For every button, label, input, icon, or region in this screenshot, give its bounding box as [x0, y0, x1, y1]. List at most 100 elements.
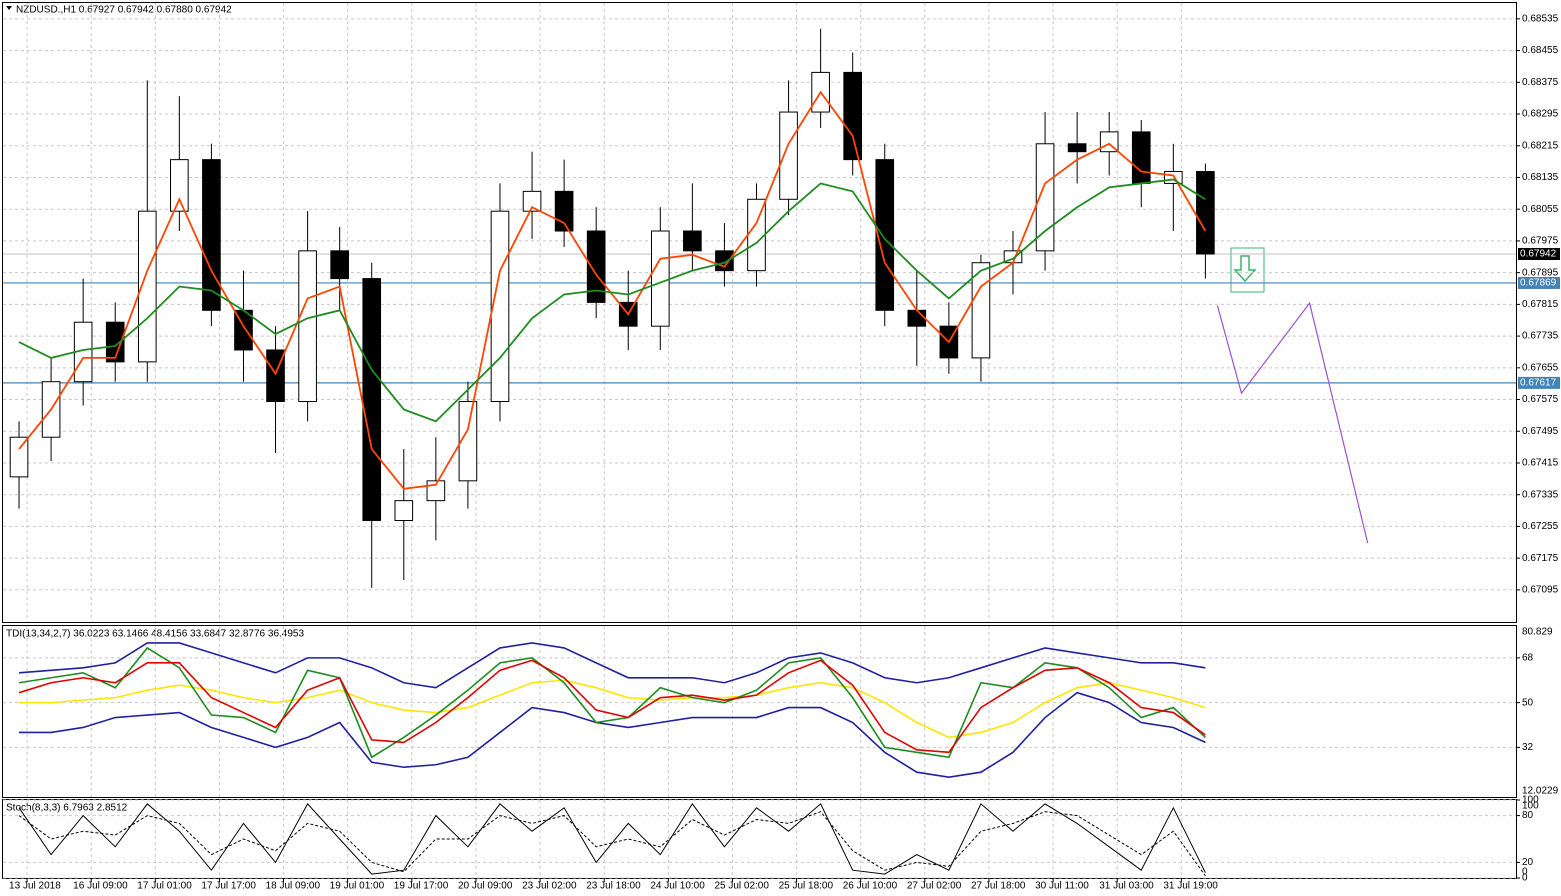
y-tick-label: 0.68295: [1522, 109, 1559, 120]
y-tick-label: 20: [1522, 857, 1534, 868]
y-tick-label: 0.67975: [1522, 236, 1559, 247]
candle-body: [1131, 131, 1151, 184]
x-tick-label: 19 Jul 01:00: [330, 881, 385, 892]
y-limit-label: 12.0229: [1522, 786, 1559, 797]
candle-body: [554, 190, 574, 232]
x-tick-label: 25 Jul 18:00: [779, 881, 834, 892]
panel: 68 50 32 80.829 12.0229: [3, 626, 1559, 797]
y-tick-label: 0.67255: [1522, 521, 1559, 532]
tdi-frame: [2, 625, 1517, 798]
x-tick-label: 23 Jul 02:00: [522, 881, 577, 892]
y-tick-label: 0.68135: [1522, 172, 1559, 183]
y-limit-label: 80.829: [1522, 627, 1553, 638]
y-tick-label: 0.67175: [1522, 553, 1559, 564]
x-tick-label: 25 Jul 02:00: [714, 881, 769, 892]
candle-body: [1196, 171, 1215, 255]
y-tick-label: 0.68535: [1522, 14, 1559, 25]
candle-body: [843, 71, 863, 161]
candle-body: [1067, 143, 1087, 153]
candle-body: [298, 250, 317, 403]
candle-body: [170, 159, 189, 212]
indicator-line: [18, 803, 1206, 875]
y-tick-label: 0: [1522, 873, 1528, 884]
menu-triangle: [6, 6, 12, 10]
y-tick-label: 100: [1522, 795, 1539, 806]
candle-body: [971, 262, 991, 359]
y-tick-label: 68: [1522, 653, 1534, 664]
y-tick-label: 0.68215: [1522, 140, 1559, 151]
x-tick-label: 23 Jul 18:00: [586, 881, 641, 892]
stoch-title: Stoch(8,3,3) 6.7963 2.8512: [6, 803, 128, 814]
candle-body: [875, 159, 895, 311]
y-tick-label: 0.67895: [1522, 267, 1559, 278]
y-tick-label: 0.67735: [1522, 331, 1559, 342]
y-tick-label: 50: [1522, 697, 1534, 708]
candle-body: [202, 159, 221, 311]
y-limit-label: 100: [1522, 801, 1539, 812]
candle-body: [586, 230, 606, 303]
x-tick-label: 31 Jul 19:00: [1163, 881, 1218, 892]
indicator-line: [18, 659, 1206, 754]
y-tick-label: 0.67415: [1522, 458, 1559, 469]
candle-body: [650, 230, 670, 327]
candle-body: [522, 190, 542, 212]
candle-body: [394, 500, 414, 521]
level-label: 0.67617: [1520, 378, 1557, 389]
chart-title: NZDUSD.,H1 0.67927 0.67942 0.67880 0.679…: [16, 5, 232, 16]
y-limit-label: 0: [1522, 867, 1528, 878]
indicator-line: [18, 178, 1206, 423]
candle-body: [1035, 143, 1055, 252]
candle-body: [779, 111, 798, 200]
y-tick-label: 0.67095: [1522, 585, 1559, 596]
x-tick-label: 17 Jul 17:00: [201, 881, 256, 892]
level-label-box: [1518, 276, 1560, 289]
x-tick-label: 26 Jul 10:00: [843, 881, 898, 892]
candle-body: [458, 401, 478, 482]
candle-body: [1164, 171, 1183, 184]
indicator-line: [19, 679, 1206, 739]
level-label-box: [1518, 376, 1560, 389]
indicator-line: [19, 691, 1206, 778]
x-tick-label: 19 Jul 17:00: [394, 881, 449, 892]
candle-body: [715, 250, 734, 272]
candle-body: [683, 230, 702, 252]
x-tick-label: 24 Jul 10:00: [650, 881, 705, 892]
current-price-label: 0.67942: [1520, 249, 1557, 260]
y-tick-label: 0.67335: [1522, 489, 1559, 500]
sell-arrow-icon: [1230, 247, 1265, 293]
current-price-box: [1518, 248, 1560, 261]
x-tick-label: 27 Jul 02:00: [907, 881, 962, 892]
indicator-line: [18, 811, 1206, 877]
x-tick-label: 18 Jul 09:00: [266, 881, 321, 892]
y-tick-label: 0.67815: [1522, 299, 1559, 310]
x-tick-label: 20 Jul 09:00: [458, 881, 513, 892]
x-tick-label: 30 Jul 11:00: [1035, 881, 1089, 892]
candle-body: [907, 309, 927, 327]
y-tick-label: 0.67575: [1522, 394, 1559, 405]
y-tick-label: 0.68455: [1522, 45, 1559, 56]
candle-body: [9, 436, 29, 478]
y-tick-label: 0.68375: [1522, 77, 1559, 88]
indicator-line: [18, 642, 1206, 689]
indicator-line: [18, 646, 1206, 759]
candle-body: [362, 278, 382, 521]
level-label: 0.67869: [1520, 278, 1557, 289]
projection-line: [1216, 301, 1369, 544]
main-frame: [2, 2, 1517, 623]
x-tick-label: 31 Jul 03:00: [1099, 881, 1154, 892]
y-tick-label: 32: [1522, 742, 1534, 753]
y-tick-label: 0.67495: [1522, 426, 1559, 437]
candle-body: [330, 250, 349, 280]
x-tick-label: 17 Jul 01:00: [137, 881, 192, 892]
x-tick-label: 13 Jul 2018: [9, 881, 61, 892]
candle-body: [137, 210, 157, 363]
indicator-line: [18, 90, 1207, 490]
panel: 0.68535 0.68455 0.68375 0.68295 0.68215 0.681…: [3, 3, 1560, 622]
y-tick-label: 0.68055: [1522, 204, 1559, 215]
y-tick-label: 80: [1522, 810, 1534, 821]
y-tick-label: 0.67655: [1522, 362, 1559, 373]
x-tick-label: 27 Jul 18:00: [971, 881, 1026, 892]
